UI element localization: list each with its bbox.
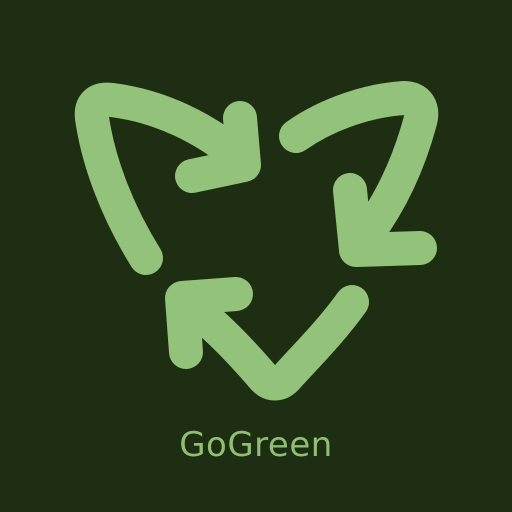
left-arrow-head bbox=[175, 101, 261, 193]
bottom-arrow-head bbox=[165, 277, 253, 369]
left-arrow-stroke bbox=[74, 82, 257, 275]
brand-name: GoGreen bbox=[179, 425, 333, 465]
bottom-arrow-stroke bbox=[171, 285, 369, 401]
right-arrow-stroke bbox=[279, 81, 439, 265]
right-arrow-head bbox=[333, 173, 437, 267]
